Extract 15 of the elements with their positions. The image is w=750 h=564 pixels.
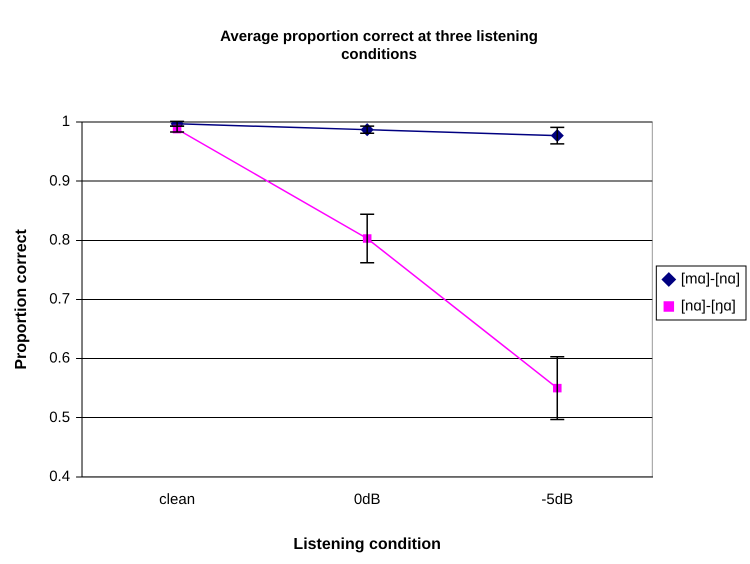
- y-tick-label: 0.8: [49, 231, 70, 248]
- x-tick-label: clean: [159, 490, 196, 508]
- y-tick-label: 0.6: [49, 350, 70, 367]
- legend-label: [nɑ]-[ŋɑ]: [680, 298, 736, 315]
- x-tick-label: 0dB: [354, 490, 381, 508]
- chart-title: Average proportion correct at three listening conditions: [220, 28, 538, 64]
- legend-label: [mɑ]-[nɑ]: [680, 270, 740, 288]
- y-tick-label: 0.4: [49, 468, 70, 485]
- y-tick-label: 0.9: [49, 172, 70, 190]
- y-tick-label: 0.7: [49, 290, 70, 308]
- x-tick-label: -5dB: [541, 490, 574, 508]
- y-tick-label: 1: [62, 113, 70, 130]
- x-axis-title: Listening condition: [293, 536, 441, 553]
- y-axis-title: Proportion correct: [13, 228, 30, 370]
- y-tick-label: 0.5: [49, 408, 70, 426]
